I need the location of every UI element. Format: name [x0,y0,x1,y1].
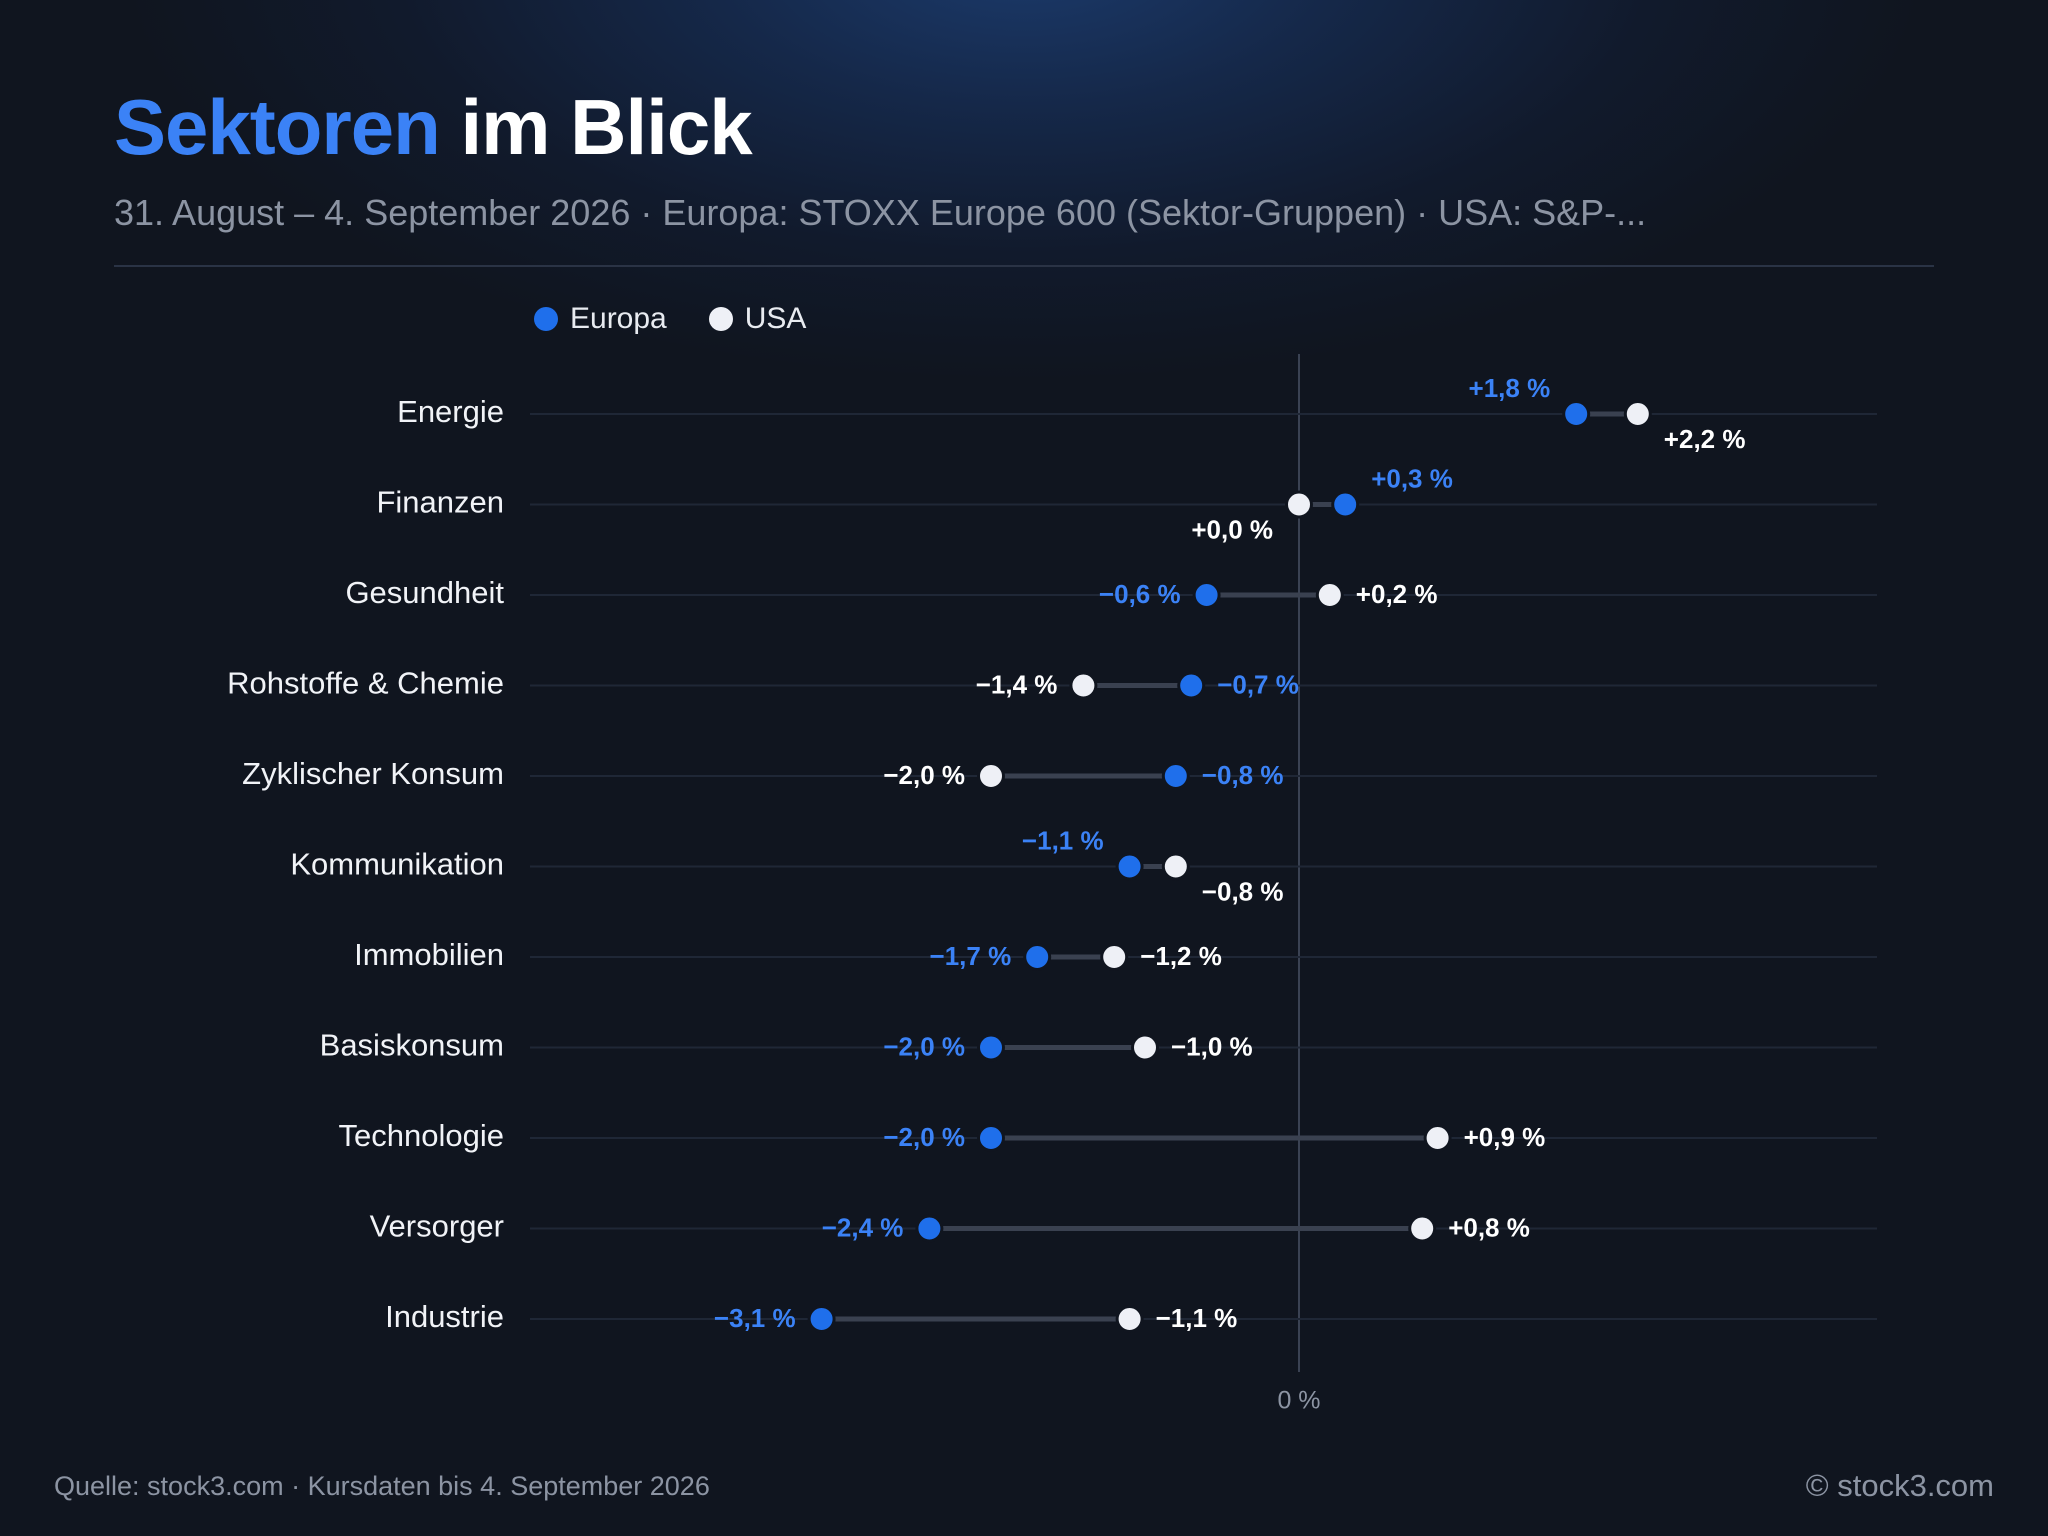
europa-value-label: +0,3 % [1371,463,1453,493]
europa-value-label: −1,1 % [1022,825,1104,855]
usa-dot [977,762,1005,790]
europa-dot [977,1124,1005,1152]
europa-dot [915,1214,944,1243]
usa-value-label: +0,2 % [1356,579,1438,609]
usa-value-label: +0,0 % [1191,514,1273,544]
europa-value-label: −1,7 % [930,941,1012,971]
europa-dot [1562,400,1591,428]
title-accent: Sektoren [114,83,441,171]
legend-label-europa: Europa [570,302,667,335]
usa-value-label: −0,8 % [1202,876,1284,906]
usa-dot [1161,852,1190,881]
chart-subtitle: 31. August – 4. September 2026 · Europa:… [114,192,1647,233]
category-label: Industrie [385,1299,504,1334]
europa-value-label: −0,7 % [1217,669,1299,699]
usa-value-label: −1,1 % [1156,1303,1238,1333]
usa-dot [1408,1214,1437,1243]
usa-dot [1069,671,1098,700]
europa-dot [1331,490,1360,519]
usa-value-label: +2,2 % [1664,424,1746,454]
europa-dot [1161,762,1190,790]
x-tick-label-zero: 0 % [1277,1387,1320,1415]
legend-item-usa: USA [708,302,807,336]
legend: Europa USA [534,302,848,336]
category-label: Rohstoffe & Chemie [227,666,504,701]
category-label: Immobilien [354,937,504,972]
europa-dot [977,1033,1005,1062]
europa-value-label: +1,8 % [1469,373,1551,403]
europa-dot [1177,671,1206,700]
copyright-note: © stock3.com [1805,1468,1994,1503]
usa-dot [1131,1033,1159,1062]
usa-value-label: +0,8 % [1448,1212,1530,1242]
europa-dot [807,1305,836,1333]
category-label: Technologie [339,1118,504,1153]
legend-dot-europa [534,307,558,331]
europa-value-label: −2,0 % [883,1031,965,1061]
usa-value-label: −2,0 % [883,760,965,790]
europa-value-label: −0,6 % [1099,579,1181,609]
category-label: Gesundheit [345,575,504,610]
usa-value-label: −1,4 % [976,669,1058,699]
europa-value-label: −3,1 % [714,1303,796,1333]
category-label: Kommunikation [290,847,504,882]
category-label: Versorger [370,1209,504,1244]
usa-dot [1623,400,1652,428]
usa-dot [1115,1305,1144,1333]
usa-value-label: +0,9 % [1464,1122,1546,1152]
usa-dot [1285,490,1313,519]
chart-header: Sektoren im Blick 31. August – 4. Septem… [114,80,1934,234]
chart-title: Sektoren im Blick [114,80,1934,174]
title-rest: im Blick [439,83,752,171]
source-note: Quelle: stock3.com · Kursdaten bis 4. Se… [54,1471,710,1501]
usa-value-label: −1,0 % [1171,1031,1253,1061]
usa-dot [1315,581,1344,609]
header-divider [114,265,1934,267]
europa-dot [1192,581,1221,609]
europa-value-label: −0,8 % [1202,760,1284,790]
category-label: Energie [397,394,504,429]
legend-item-europa: Europa [534,302,667,336]
usa-dot [1423,1124,1452,1152]
usa-dot [1100,943,1129,971]
europa-dot [1023,943,1052,971]
legend-dot-usa [708,307,733,331]
europa-value-label: −2,4 % [822,1212,904,1242]
legend-label-usa: USA [744,302,807,335]
category-label: Zyklischer Konsum [242,756,504,791]
usa-value-label: −1,2 % [1140,941,1222,971]
europa-dot [1115,852,1144,881]
category-label: Finanzen [376,485,504,520]
europa-value-label: −2,0 % [883,1122,965,1152]
category-label: Basiskonsum [320,1028,504,1063]
